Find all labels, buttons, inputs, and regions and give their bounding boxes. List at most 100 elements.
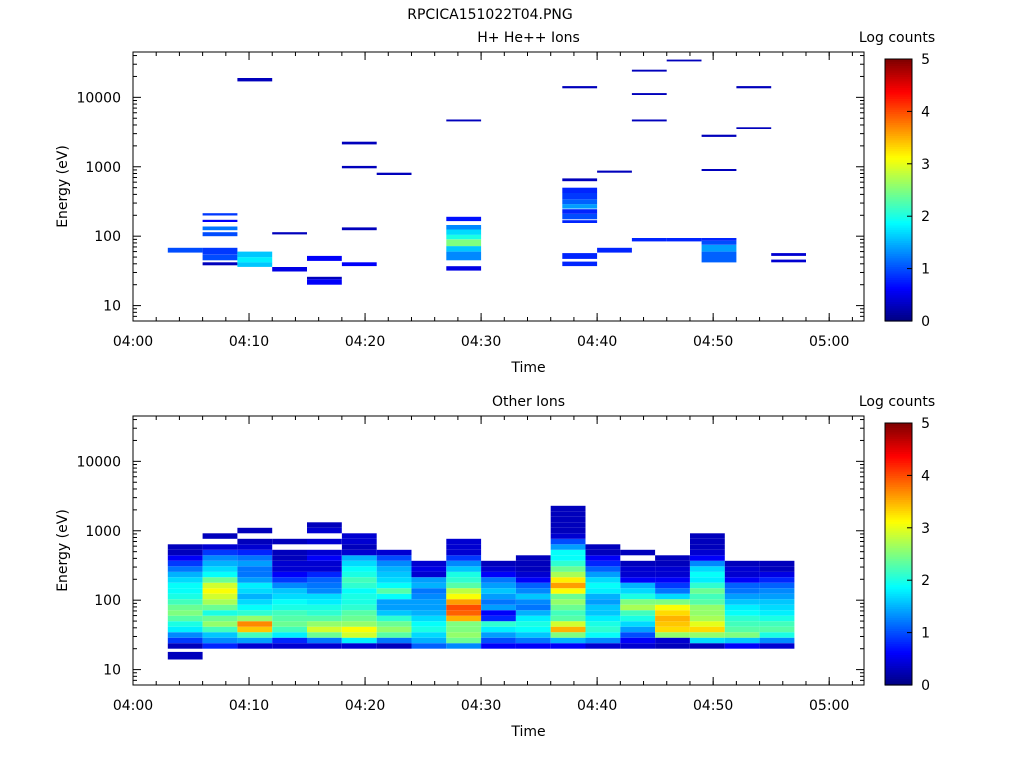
- y-tick-label: 100: [94, 229, 121, 245]
- heatmap-cell: [272, 232, 307, 235]
- colorbar-segment: [885, 131, 912, 134]
- heatmap-cell: [341, 544, 377, 550]
- heatmap-cell: [550, 555, 586, 561]
- colorbar-segment: [885, 128, 912, 132]
- heatmap-cell: [202, 632, 238, 638]
- colorbar-segment: [885, 83, 912, 86]
- heatmap-cell: [690, 626, 725, 633]
- colorbar-segment: [885, 187, 912, 191]
- colorbar-tick-label: 3: [921, 521, 930, 537]
- colorbar-segment: [885, 185, 912, 189]
- colorbar-segment: [885, 190, 912, 193]
- heatmap-cell: [631, 119, 667, 122]
- y-tick-label: 1000: [85, 160, 121, 176]
- heatmap-cell: [237, 582, 273, 589]
- heatmap-cell: [550, 577, 586, 583]
- colorbar-segment: [885, 505, 912, 509]
- colorbar-segment: [885, 639, 912, 642]
- heatmap-cell: [446, 588, 482, 594]
- colorbar-segment: [885, 214, 912, 217]
- heatmap-cell: [341, 599, 377, 605]
- heatmap-cell: [376, 604, 412, 611]
- colorbar-segment: [885, 678, 912, 682]
- heatmap-cell: [562, 209, 598, 214]
- heatmap-cell: [736, 127, 772, 129]
- y-tick-label: 10000: [76, 454, 121, 470]
- heatmap-cell: [690, 632, 725, 638]
- heatmap-cell: [631, 93, 667, 95]
- heatmap-cell: [446, 632, 482, 638]
- heatmap-cell: [446, 234, 482, 240]
- heatmap-cell: [376, 632, 412, 638]
- heatmap-cell: [411, 560, 447, 567]
- heatmap-cell: [481, 637, 516, 644]
- heatmap-cell: [481, 588, 516, 594]
- colorbar-segment: [885, 102, 912, 106]
- colorbar-segment: [885, 155, 912, 158]
- colorbar-segment: [885, 314, 912, 318]
- colorbar-segment: [885, 122, 912, 126]
- colorbar-segment: [885, 72, 912, 75]
- heatmap-cell: [550, 538, 586, 545]
- colorbar-segment: [885, 591, 912, 594]
- colorbar-segment: [885, 139, 912, 143]
- colorbar-segment: [885, 599, 912, 603]
- colorbar-segment: [885, 318, 912, 322]
- heatmap-cell: [655, 588, 690, 594]
- heatmap-cell: [376, 588, 412, 594]
- colorbar-segment: [885, 466, 912, 470]
- colorbar-segment: [885, 578, 912, 581]
- y-tick-label: 100: [94, 593, 121, 609]
- colorbar-segment: [885, 617, 912, 621]
- colorbar-segment: [885, 67, 912, 71]
- colorbar-segment: [885, 632, 912, 636]
- colorbar-segment: [885, 525, 912, 529]
- colorbar-segment: [885, 523, 912, 527]
- colorbar-segment: [885, 499, 912, 503]
- heatmap-cell: [307, 577, 342, 583]
- colorbar-segment: [885, 586, 912, 590]
- heatmap-cell: [597, 170, 632, 173]
- heatmap-cell: [341, 604, 377, 611]
- heatmap-cell: [376, 621, 412, 627]
- heatmap-cell: [307, 610, 342, 616]
- heatmap-cell: [341, 582, 377, 589]
- heatmap-cell: [585, 610, 621, 616]
- colorbar-segment: [885, 427, 912, 431]
- colorbar-segment: [885, 248, 912, 252]
- heatmap-cell: [307, 522, 342, 528]
- colorbar-segment: [885, 593, 912, 597]
- heatmap-cell: [562, 187, 598, 193]
- heatmap-cell: [515, 610, 551, 616]
- heatmap-cell: [550, 632, 586, 638]
- x-tick-label: 04:00: [113, 698, 153, 714]
- heatmap-cell: [655, 577, 690, 583]
- heatmap-cell: [237, 566, 273, 572]
- heatmap-cell: [655, 560, 690, 567]
- colorbar-segment: [885, 602, 912, 605]
- heatmap-cell: [202, 615, 238, 622]
- heatmap-cell: [724, 582, 760, 589]
- colorbar-segment: [885, 462, 912, 466]
- heatmap-cell: [411, 643, 447, 649]
- heatmap-cell: [446, 266, 482, 271]
- colorbar-segment: [885, 665, 912, 669]
- heatmap-cell: [446, 621, 482, 627]
- x-tick-label: 04:30: [461, 334, 501, 350]
- heatmap-cell: [341, 262, 377, 267]
- heatmap-cell: [376, 549, 412, 556]
- heatmap-cell: [307, 549, 342, 556]
- heatmap-cell: [759, 571, 795, 578]
- heatmap-cell: [655, 632, 690, 638]
- colorbar-segment: [885, 310, 912, 313]
- colorbar-segment: [885, 567, 912, 570]
- colorbar-segment: [885, 78, 912, 82]
- heatmap-cell: [341, 637, 377, 644]
- heatmap-cell: [167, 610, 203, 616]
- heatmap-cell: [202, 226, 238, 231]
- colorbar-segment: [885, 111, 912, 115]
- heatmap-cell: [481, 593, 516, 600]
- colorbar-segment: [885, 270, 912, 274]
- colorbar-tick-label: 1: [921, 626, 930, 642]
- heatmap-cell: [237, 544, 273, 550]
